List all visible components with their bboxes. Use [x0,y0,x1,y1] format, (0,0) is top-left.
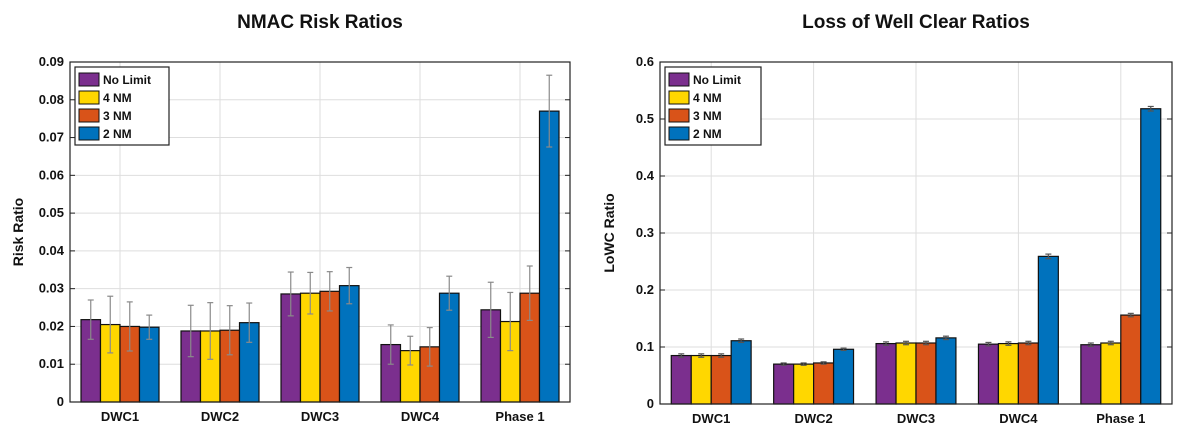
y-tick-label: 0 [57,394,64,409]
bar-4-nm [1100,342,1122,405]
bar-no-limit [670,354,692,405]
y-tick-label: 0.01 [39,356,64,371]
x-tick-label: DWC1 [692,411,730,426]
legend-swatch [78,72,100,87]
chart-title: Loss of Well Clear Ratios [802,12,1030,33]
bar-no-limit [773,363,795,405]
x-tick-label: DWC2 [794,411,832,426]
legend: No Limit 4 NM 3 NM 2 NM [74,66,170,146]
bar-2-nm [832,348,855,405]
y-axis-label: Risk Ratio [10,198,26,266]
x-tick-label: DWC1 [101,409,139,424]
legend-swatch [78,126,100,141]
legend-swatch [668,126,690,141]
bar-3-nm [1017,342,1039,405]
y-tick-label: 0.04 [39,243,65,258]
legend-swatch [78,108,100,123]
bar-3-nm [915,342,937,405]
y-tick-label: 0.6 [636,54,654,69]
y-tick-label: 0.03 [39,281,64,296]
x-tick-label: DWC2 [201,409,239,424]
bar-4-nm [793,363,815,405]
y-tick-label: 0.05 [39,205,64,220]
lowc-ratio-chart-svg: Loss of Well Clear Ratios 0 0.1 0.2 0.3 0.4 0.… [601,12,1173,426]
chart-title: NMAC Risk Ratios [237,12,403,33]
y-tick-label: 0.1 [636,339,654,354]
bar-2-nm [1037,255,1059,405]
legend-label: 3 NM [693,109,722,123]
x-tick-label: DWC3 [897,411,935,426]
bar-3-nm [710,354,732,405]
legend-label: 4 NM [693,91,722,105]
bar-4-nm [997,342,1020,405]
legend-swatch [668,72,690,87]
plot-border [659,61,1173,405]
x-tick-label: DWC4 [401,409,440,424]
x-tick-label: DWC3 [301,409,339,424]
legend-label: 2 NM [693,127,722,141]
legend: No Limit 4 NM 3 NM 2 NM [664,66,762,146]
bar-3-nm [813,362,835,405]
legend-swatch [668,108,690,123]
y-tick-label: 0.2 [636,282,654,297]
bar-no-limit [1080,344,1102,405]
legend-label: No Limit [103,73,151,87]
bar-2-nm [538,110,560,403]
bar-3-nm [1120,314,1142,405]
legend-label: 4 NM [103,91,132,105]
y-tick-label: 0 [647,396,654,411]
legend-swatch [78,90,100,105]
y-tick-label: 0.02 [39,318,64,333]
bar-4-nm [895,342,917,405]
bar-2-nm [935,337,957,405]
y-tick-label: 0.08 [39,92,64,107]
nmac-risk-chart-svg: NMAC Risk Ratios 0 0.01 0.02 0.03 0.04 0.05 0.0… [10,12,571,424]
legend-label: No Limit [693,73,741,87]
legend-label: 3 NM [103,109,132,123]
bar-no-limit [875,342,897,405]
y-tick-label: 0.07 [39,130,64,145]
plot-border [69,61,571,403]
y-tick-label: 0.5 [636,111,654,126]
bar-2-nm [1140,108,1162,405]
bar-2-nm [730,340,752,405]
legend-swatch [668,90,690,105]
legend-label: 2 NM [103,127,132,141]
y-tick-label: 0.09 [39,54,64,69]
x-tick-label: DWC4 [999,411,1038,426]
lowc-ratio-chart: Loss of Well Clear Ratios 0 0.1 0.2 0.3 0.4 0.… [590,0,1177,430]
y-tick-label: 0.06 [39,167,64,182]
nmac-risk-chart: NMAC Risk Ratios 0 0.01 0.02 0.03 0.04 0.05 0.0… [10,12,571,424]
y-tick-label: 0.3 [636,225,654,240]
y-axis-label: LoWC Ratio [601,193,617,272]
x-tick-label: Phase 1 [495,409,544,424]
bar-no-limit [977,343,1000,405]
y-tick-label: 0.4 [636,168,655,183]
bar-4-nm [690,354,712,405]
x-tick-label: Phase 1 [1096,411,1145,426]
